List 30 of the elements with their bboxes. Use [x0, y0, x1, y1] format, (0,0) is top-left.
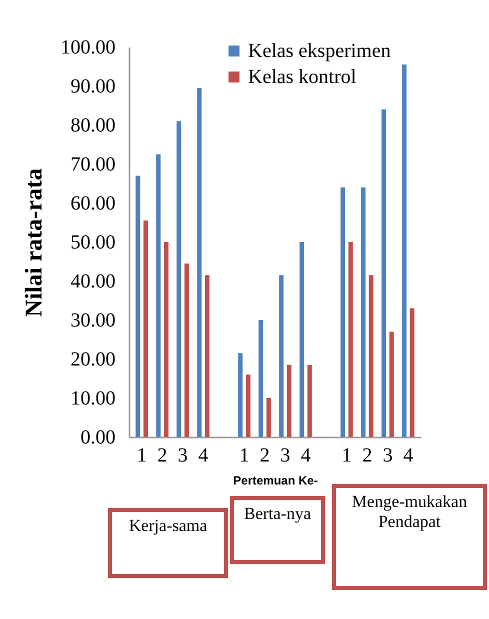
text: Menge-mukakan Pendapat: [332, 484, 487, 590]
y-tick-label: 70.00: [70, 154, 116, 176]
x-tick-label: 3: [280, 444, 290, 466]
y-tick-label: 20.00: [70, 348, 116, 370]
y-tick-label: 100.00: [60, 36, 116, 58]
y-axis-title: Nilai rata-rata: [22, 168, 48, 317]
x-axis-title: Pertemuan Ke-: [233, 474, 318, 488]
y-tick-label: 60.00: [70, 192, 116, 214]
text: Kerja-sama: [108, 508, 228, 578]
legend-label: Kelas eksperimen: [248, 40, 391, 62]
x-tick-label: 3: [178, 444, 188, 466]
y-tick-label: 40.00: [70, 270, 116, 292]
y-tick-label: 90.00: [70, 76, 116, 98]
x-tick-label: 1: [136, 444, 147, 466]
x-tick-label: 1: [342, 444, 352, 466]
y-tick-label: 50.00: [70, 232, 116, 254]
y-tick-label: 30.00: [70, 310, 116, 332]
x-tick-label: 2: [260, 444, 270, 466]
text: Berta-nya: [230, 496, 325, 564]
x-tick-label: 3: [382, 444, 393, 466]
x-tick-label: 1: [239, 444, 250, 466]
y-tick-label: 80.00: [70, 114, 116, 136]
y-tick-label: 0.00: [80, 426, 116, 448]
x-tick-label: 2: [157, 444, 168, 466]
x-tick-label: 2: [362, 444, 372, 466]
legend-label: Kelas kontrol: [248, 66, 357, 88]
x-tick-label: 4: [403, 444, 414, 466]
y-tick-label: 10.00: [70, 388, 116, 410]
x-tick-label: 4: [300, 444, 311, 466]
x-tick-label: 4: [198, 444, 208, 466]
